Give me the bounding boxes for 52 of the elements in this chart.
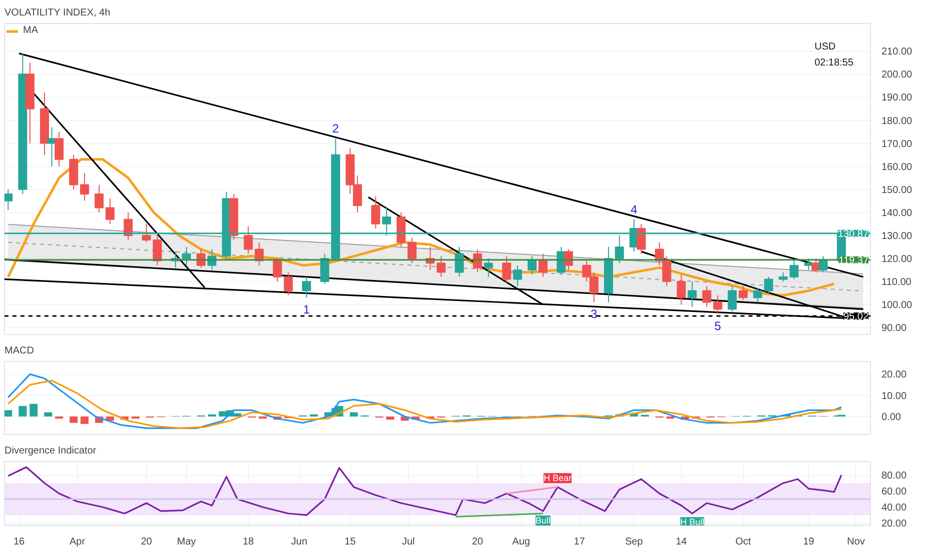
y-tick-label: 160.00: [882, 162, 913, 173]
chart-title: VOLATILITY INDEX, 4h: [4, 8, 110, 18]
y-tick-label: 0.00: [882, 412, 902, 424]
x-tick-label: 18: [242, 536, 254, 548]
annotation: 02:18:55: [814, 58, 854, 68]
y-tick-label: 80.00: [882, 470, 907, 482]
annotation: 3: [590, 307, 598, 322]
y-tick-label: 150.00: [882, 184, 913, 196]
x-tick-label: 17: [574, 536, 586, 548]
annotation: H Bull: [680, 517, 704, 528]
y-tick-label: 60.00: [882, 486, 907, 498]
y-tick-label: 180.00: [882, 116, 913, 127]
x-tick-label: 14: [676, 536, 688, 548]
y-tick-label: 100.00: [882, 300, 913, 312]
y-tick-label: 120.00: [882, 254, 913, 265]
y-tick-label: 110.00: [882, 277, 912, 288]
annotation: USD: [814, 42, 836, 52]
x-tick-label: 20: [472, 536, 484, 548]
y-tick-label: 20.00: [882, 518, 907, 530]
ref-line-label: 130.87: [838, 228, 869, 240]
x-tick-label: Apr: [69, 536, 86, 548]
y-tick-label: 210.00: [882, 46, 913, 58]
ref-line-label: 119.37: [838, 255, 869, 266]
y-tick-label: 40.00: [882, 502, 907, 514]
annotation: Bull: [536, 516, 551, 526]
chart-title: Divergence Indicator: [4, 446, 97, 456]
annotation: 2: [332, 122, 340, 136]
x-tick-label: Oct: [735, 536, 752, 548]
y-tick-label: 10.00: [882, 390, 907, 402]
annotation: H Bear: [544, 473, 572, 484]
y-tick-label: 170.00: [882, 138, 913, 150]
x-tick-label: 16: [13, 536, 26, 548]
y-tick-label: 200.00: [882, 70, 913, 81]
y-tick-label: 190.00: [882, 92, 913, 104]
x-tick-label: Nov: [847, 536, 865, 548]
annotation: 4: [630, 202, 638, 216]
x-tick-label: 19: [803, 536, 815, 548]
x-tick-label: 20: [140, 536, 152, 548]
x-tick-label: Jul: [402, 536, 415, 548]
x-tick-label: 15: [344, 536, 356, 548]
x-tick-label: Sep: [625, 536, 644, 548]
y-tick-label: 90.00: [882, 323, 907, 334]
x-tick-label: May: [176, 536, 196, 548]
chart-title: MACD: [4, 346, 34, 356]
annotation: 5: [714, 318, 722, 333]
y-tick-label: 140.00: [882, 208, 913, 219]
legend-label: MA: [23, 25, 39, 36]
x-tick-label: Jun: [291, 536, 308, 548]
annotation: 1: [303, 302, 310, 317]
y-tick-label: 130.00: [882, 230, 913, 242]
y-tick-label: 20.00: [882, 370, 907, 381]
x-tick-label: Aug: [512, 536, 530, 548]
